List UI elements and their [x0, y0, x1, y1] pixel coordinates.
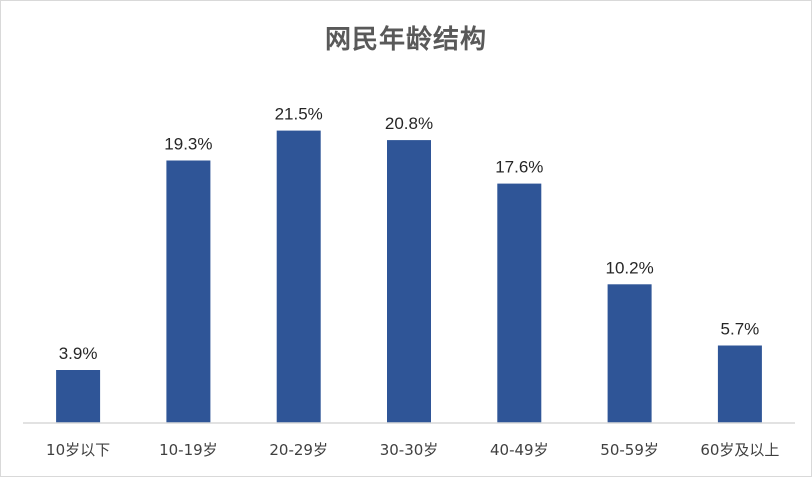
- x-tick-label-3: 20-29岁: [269, 441, 328, 459]
- data-label-7: 5.7%: [721, 320, 760, 339]
- x-tick-label-6: 50-59岁: [600, 441, 659, 459]
- x-tick-label-4: 30-30岁: [380, 441, 439, 459]
- x-tick-label-5: 40-49岁: [490, 441, 549, 459]
- bar-5: [497, 183, 542, 423]
- data-labels-group: 3.9% 19.3% 21.5% 20.8% 17.6% 10.2% 5.7%: [59, 105, 760, 363]
- data-label-3: 21.5%: [275, 105, 323, 124]
- x-tick-label-1: 10岁以下: [46, 441, 110, 459]
- bar-1: [56, 370, 101, 423]
- x-tick-label-2: 10-19岁: [159, 441, 218, 459]
- data-label-6: 10.2%: [605, 258, 653, 277]
- bar-6: [607, 284, 652, 423]
- bars-group: [56, 130, 762, 423]
- bar-3: [276, 130, 321, 423]
- data-label-2: 19.3%: [164, 135, 212, 154]
- data-label-1: 3.9%: [59, 344, 98, 363]
- chart-title: 网民年龄结构: [324, 25, 487, 55]
- data-label-4: 20.8%: [385, 114, 433, 133]
- x-tick-label-7: 60岁及以上: [700, 441, 779, 459]
- data-label-5: 17.6%: [495, 158, 543, 177]
- bar-2: [166, 160, 211, 423]
- category-labels-group: 10岁以下 10-19岁 20-29岁 30-30岁 40-49岁 50-59岁 60岁及以…: [46, 441, 779, 459]
- bar-4: [387, 140, 431, 423]
- bar-7: [717, 345, 762, 423]
